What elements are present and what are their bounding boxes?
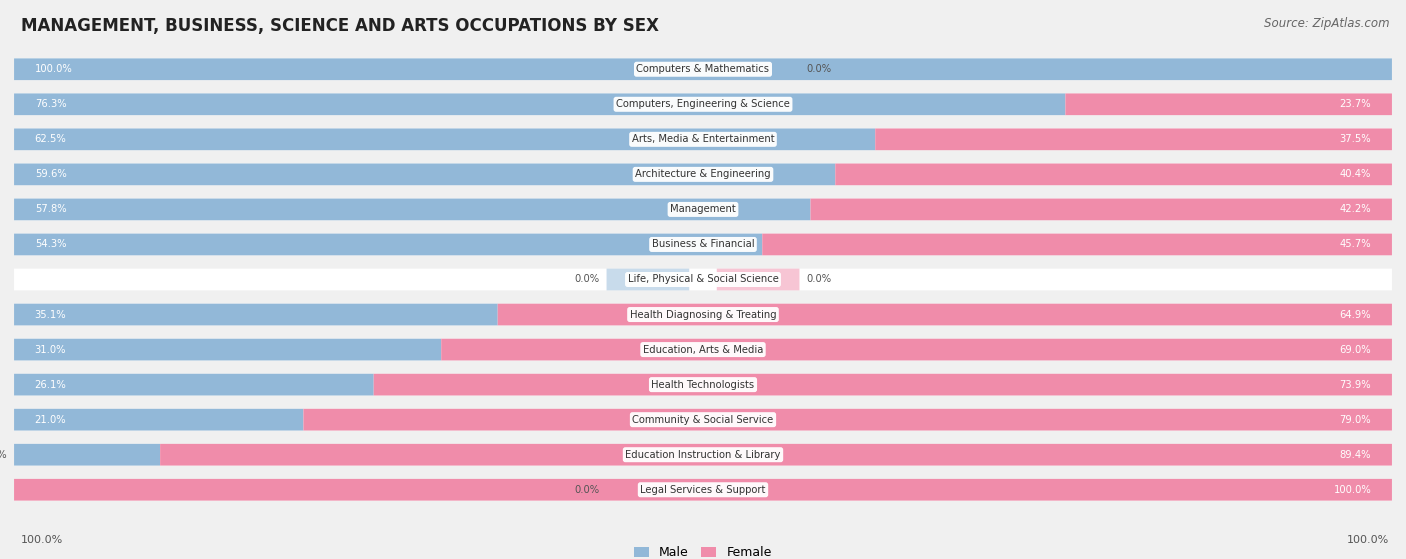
Text: 62.5%: 62.5%: [35, 134, 66, 144]
Text: Business & Financial: Business & Financial: [652, 239, 754, 249]
Text: 23.7%: 23.7%: [1340, 100, 1371, 110]
FancyBboxPatch shape: [876, 129, 1392, 150]
Text: 73.9%: 73.9%: [1340, 380, 1371, 390]
Text: 100.0%: 100.0%: [1347, 535, 1389, 545]
Text: MANAGEMENT, BUSINESS, SCIENCE AND ARTS OCCUPATIONS BY SEX: MANAGEMENT, BUSINESS, SCIENCE AND ARTS O…: [21, 17, 659, 35]
Text: 57.8%: 57.8%: [35, 205, 66, 215]
FancyBboxPatch shape: [14, 304, 1392, 325]
FancyBboxPatch shape: [14, 409, 304, 430]
FancyBboxPatch shape: [14, 444, 1392, 466]
Text: 54.3%: 54.3%: [35, 239, 66, 249]
FancyBboxPatch shape: [14, 339, 1392, 361]
Text: 64.9%: 64.9%: [1340, 310, 1371, 320]
FancyBboxPatch shape: [14, 58, 1392, 80]
FancyBboxPatch shape: [14, 444, 160, 466]
Text: Education, Arts & Media: Education, Arts & Media: [643, 344, 763, 354]
FancyBboxPatch shape: [14, 164, 835, 185]
Text: 100.0%: 100.0%: [1333, 485, 1371, 495]
Text: 10.6%: 10.6%: [0, 449, 7, 459]
Text: 31.0%: 31.0%: [35, 344, 66, 354]
Text: 0.0%: 0.0%: [575, 274, 599, 285]
FancyBboxPatch shape: [835, 164, 1392, 185]
Text: 42.2%: 42.2%: [1340, 205, 1371, 215]
FancyBboxPatch shape: [14, 479, 1392, 501]
FancyBboxPatch shape: [1066, 93, 1392, 115]
Text: 0.0%: 0.0%: [807, 64, 831, 74]
Text: 37.5%: 37.5%: [1340, 134, 1371, 144]
Text: Architecture & Engineering: Architecture & Engineering: [636, 169, 770, 179]
Text: Legal Services & Support: Legal Services & Support: [640, 485, 766, 495]
Text: Community & Social Service: Community & Social Service: [633, 415, 773, 425]
Text: 45.7%: 45.7%: [1340, 239, 1371, 249]
Text: Health Technologists: Health Technologists: [651, 380, 755, 390]
Text: 0.0%: 0.0%: [575, 485, 599, 495]
Text: 35.1%: 35.1%: [35, 310, 66, 320]
Text: Management: Management: [671, 205, 735, 215]
Text: 79.0%: 79.0%: [1340, 415, 1371, 425]
FancyBboxPatch shape: [14, 198, 810, 220]
Text: Health Diagnosing & Treating: Health Diagnosing & Treating: [630, 310, 776, 320]
FancyBboxPatch shape: [14, 339, 441, 361]
Text: 21.0%: 21.0%: [35, 415, 66, 425]
FancyBboxPatch shape: [14, 129, 1392, 150]
FancyBboxPatch shape: [14, 374, 1392, 395]
FancyBboxPatch shape: [14, 93, 1066, 115]
Text: 69.0%: 69.0%: [1340, 344, 1371, 354]
Text: Source: ZipAtlas.com: Source: ZipAtlas.com: [1264, 17, 1389, 30]
FancyBboxPatch shape: [14, 58, 1392, 80]
Text: Education Instruction & Library: Education Instruction & Library: [626, 449, 780, 459]
FancyBboxPatch shape: [441, 339, 1392, 361]
Text: 40.4%: 40.4%: [1340, 169, 1371, 179]
FancyBboxPatch shape: [14, 304, 498, 325]
Text: Arts, Media & Entertainment: Arts, Media & Entertainment: [631, 134, 775, 144]
FancyBboxPatch shape: [14, 198, 1392, 220]
Text: 100.0%: 100.0%: [21, 535, 63, 545]
FancyBboxPatch shape: [762, 234, 1392, 255]
Text: 59.6%: 59.6%: [35, 169, 66, 179]
Legend: Male, Female: Male, Female: [630, 541, 776, 559]
FancyBboxPatch shape: [374, 374, 1392, 395]
Text: 26.1%: 26.1%: [35, 380, 66, 390]
FancyBboxPatch shape: [810, 198, 1392, 220]
FancyBboxPatch shape: [160, 444, 1392, 466]
Text: 100.0%: 100.0%: [35, 64, 73, 74]
FancyBboxPatch shape: [14, 374, 374, 395]
FancyBboxPatch shape: [14, 479, 1392, 501]
FancyBboxPatch shape: [14, 269, 1392, 290]
FancyBboxPatch shape: [498, 304, 1392, 325]
FancyBboxPatch shape: [14, 93, 1392, 115]
Text: 76.3%: 76.3%: [35, 100, 66, 110]
FancyBboxPatch shape: [14, 234, 762, 255]
FancyBboxPatch shape: [14, 164, 1392, 185]
FancyBboxPatch shape: [14, 234, 1392, 255]
Text: Computers & Mathematics: Computers & Mathematics: [637, 64, 769, 74]
FancyBboxPatch shape: [717, 269, 800, 290]
Text: 0.0%: 0.0%: [807, 274, 831, 285]
FancyBboxPatch shape: [606, 269, 689, 290]
Text: Life, Physical & Social Science: Life, Physical & Social Science: [627, 274, 779, 285]
Text: Computers, Engineering & Science: Computers, Engineering & Science: [616, 100, 790, 110]
FancyBboxPatch shape: [304, 409, 1392, 430]
FancyBboxPatch shape: [14, 409, 1392, 430]
Text: 89.4%: 89.4%: [1340, 449, 1371, 459]
FancyBboxPatch shape: [14, 129, 876, 150]
